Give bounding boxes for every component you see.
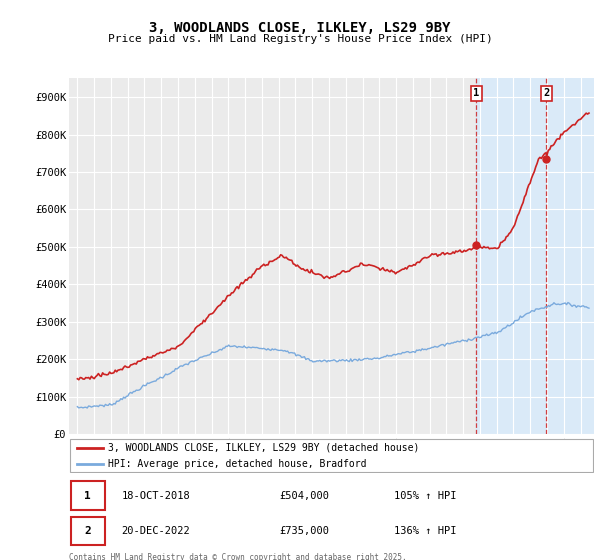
Text: 1: 1 xyxy=(473,88,479,99)
Text: 20-DEC-2022: 20-DEC-2022 xyxy=(121,526,190,536)
Text: £504,000: £504,000 xyxy=(279,491,329,501)
Text: 136% ↑ HPI: 136% ↑ HPI xyxy=(395,526,457,536)
FancyBboxPatch shape xyxy=(70,440,593,472)
Text: £735,000: £735,000 xyxy=(279,526,329,536)
Text: 105% ↑ HPI: 105% ↑ HPI xyxy=(395,491,457,501)
Text: Price paid vs. HM Land Registry's House Price Index (HPI): Price paid vs. HM Land Registry's House … xyxy=(107,34,493,44)
Text: 3, WOODLANDS CLOSE, ILKLEY, LS29 9BY: 3, WOODLANDS CLOSE, ILKLEY, LS29 9BY xyxy=(149,21,451,35)
FancyBboxPatch shape xyxy=(71,482,105,510)
Text: 2: 2 xyxy=(84,526,91,536)
Bar xyxy=(476,78,594,434)
Text: 3, WOODLANDS CLOSE, ILKLEY, LS29 9BY (detached house): 3, WOODLANDS CLOSE, ILKLEY, LS29 9BY (de… xyxy=(109,443,420,453)
FancyBboxPatch shape xyxy=(71,517,105,545)
Text: 2: 2 xyxy=(543,88,550,99)
Text: Contains HM Land Registry data © Crown copyright and database right 2025.
This d: Contains HM Land Registry data © Crown c… xyxy=(69,553,407,560)
Text: 1: 1 xyxy=(84,491,91,501)
Text: 18-OCT-2018: 18-OCT-2018 xyxy=(121,491,190,501)
Text: HPI: Average price, detached house, Bradford: HPI: Average price, detached house, Brad… xyxy=(109,459,367,469)
